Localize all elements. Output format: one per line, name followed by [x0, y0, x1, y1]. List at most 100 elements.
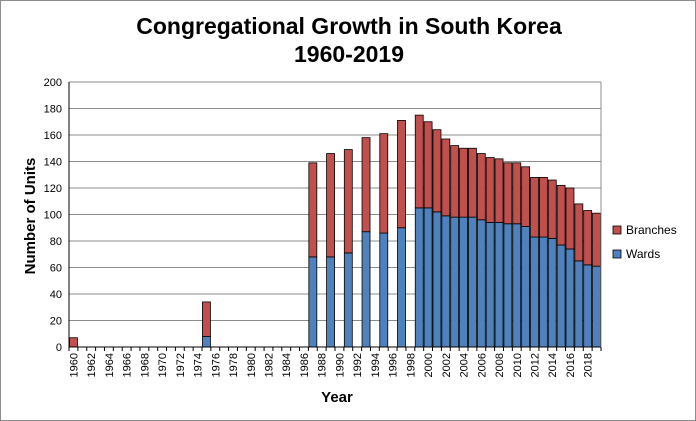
bar-wards-2013	[538, 236, 548, 348]
bar-wards-2012	[530, 236, 539, 348]
legend-label-branches: Branches	[626, 223, 677, 237]
bar-branches-2013	[538, 176, 548, 238]
bar-branches-2015	[556, 184, 566, 246]
bar-wards-1975	[202, 335, 211, 348]
bar-wards-2015	[556, 244, 566, 348]
bar-branches-1989	[326, 153, 335, 258]
bar-wards-2009	[503, 223, 513, 348]
x-tick-label: 1962	[86, 353, 98, 377]
bar-branches-1999	[414, 114, 424, 209]
x-tick-label: 1974	[193, 353, 205, 377]
bar-branches-1975	[202, 301, 211, 337]
bar-branches-2004	[459, 147, 468, 218]
y-tick-label: 20	[50, 316, 62, 328]
y-tick-label: 160	[44, 130, 62, 142]
x-tick-label: 2002	[441, 353, 453, 377]
y-tick-label: 100	[44, 210, 62, 222]
x-tick-label: 2010	[512, 353, 524, 377]
bar-branches-2000	[423, 121, 433, 209]
x-tick-label: 1990	[334, 353, 346, 377]
bar-branches-2007	[485, 157, 495, 223]
y-tick-label: 140	[44, 157, 62, 169]
y-tick-label: 0	[56, 342, 62, 354]
x-tick-label: 2004	[459, 353, 471, 377]
bar-branches-1960	[69, 337, 78, 348]
bar-wards-1991	[343, 252, 353, 348]
bar-wards-2003	[450, 216, 460, 348]
bar-branches-2018	[583, 210, 593, 266]
x-tick-label: 1986	[299, 353, 311, 377]
y-tick-label: 180	[44, 104, 62, 116]
x-tick-label: 2008	[494, 353, 506, 377]
bar-branches-2005	[468, 147, 477, 218]
bar-branches-1997	[397, 120, 406, 229]
bar-wards-2000	[423, 207, 433, 348]
bar-wards-2001	[432, 211, 442, 348]
x-tick-label: 1968	[139, 353, 151, 377]
legend: Branches Wards	[612, 223, 677, 261]
bar-wards-1989	[326, 256, 335, 348]
bar-branches-2008	[494, 158, 504, 223]
x-tick-label: 1966	[122, 353, 134, 377]
y-tick-label: 40	[50, 289, 62, 301]
axes	[68, 82, 602, 351]
bar-branches-1991	[343, 149, 353, 254]
x-axis-title: Year	[321, 389, 353, 406]
bar-branches-2012	[530, 176, 539, 238]
bar-wards-2008	[494, 222, 504, 348]
x-tick-label: 2012	[530, 353, 542, 377]
y-tick-label: 120	[44, 183, 62, 195]
x-tick-label: 2000	[423, 353, 435, 377]
x-tick-label: 1976	[210, 353, 222, 377]
y-tick-labels: 0 20 40 60 80 100 120 140 160 180 200	[44, 77, 62, 354]
legend-swatch-wards	[612, 249, 622, 259]
x-tick-label: 2014	[547, 353, 559, 377]
y-tick-label: 80	[50, 236, 62, 248]
chart-subtitle: 1960-2019	[294, 41, 404, 67]
bar-branches-2010	[512, 162, 522, 225]
bar-branches-2002	[441, 138, 451, 217]
bar-branches-2003	[450, 145, 460, 218]
x-tick-label: 1980	[246, 353, 258, 377]
bar-wards-2014	[547, 237, 557, 348]
legend-label-wards: Wards	[626, 247, 660, 261]
x-tick-label: 1988	[317, 353, 329, 377]
x-tick-label: 1992	[352, 353, 364, 377]
x-tick-label: 2016	[565, 353, 577, 377]
chart-title: Congregational Growth in South Korea	[136, 13, 562, 39]
x-tick-label: 1996	[388, 353, 400, 377]
x-tick-label: 1982	[264, 353, 276, 377]
x-tick-label: 1970	[157, 353, 169, 377]
bar-branches-2011	[521, 166, 531, 227]
bar-wards-2005	[468, 216, 477, 348]
x-tick-label: 2006	[476, 353, 488, 377]
bars	[69, 114, 601, 348]
bar-wards-1997	[397, 227, 406, 348]
bar-branches-2014	[547, 179, 557, 239]
bar-wards-2017	[574, 260, 584, 348]
bar-branches-2016	[565, 187, 575, 250]
y-tick-label: 200	[44, 77, 62, 89]
gridlines	[69, 81, 601, 348]
bar-wards-1995	[379, 232, 389, 348]
bar-wards-1993	[361, 231, 371, 348]
bar-wards-1999	[414, 207, 424, 348]
bar-wards-1987	[308, 256, 318, 348]
bar-wards-2019	[592, 265, 601, 348]
y-tick-label: 60	[50, 263, 62, 275]
bar-wards-2004	[459, 216, 468, 348]
x-tick-label: 1972	[175, 353, 187, 377]
bar-branches-2009	[503, 162, 513, 225]
x-tick-labels: 1960 1962 1964 1966 1968 1970 1972 1974 1976 1978…	[68, 353, 594, 377]
bar-branches-1987	[308, 162, 318, 258]
bar-wards-2011	[521, 226, 531, 348]
bar-branches-1993	[361, 137, 371, 233]
x-tick-label: 1964	[104, 353, 116, 377]
bar-wards-2002	[441, 215, 451, 348]
x-tick-label: 1960	[68, 353, 80, 377]
bar-branches-2006	[476, 153, 486, 221]
x-tick-label: 2018	[583, 353, 595, 377]
x-tick-label: 1978	[228, 353, 240, 377]
bar-wards-2018	[583, 264, 593, 348]
